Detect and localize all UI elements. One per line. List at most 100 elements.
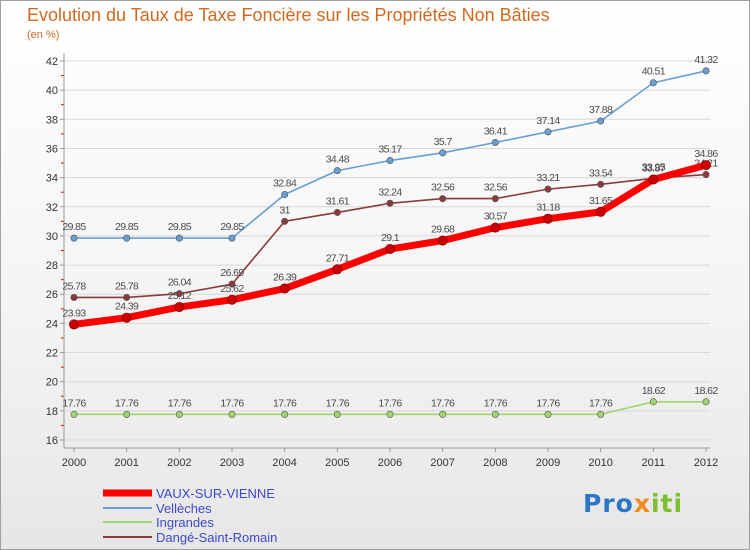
series-point-1 <box>123 234 131 242</box>
y-tick-label: 28 <box>46 260 58 272</box>
series-point-3 <box>702 171 710 179</box>
data-label-2: 17.76 <box>536 397 560 409</box>
data-label-0: 31.65 <box>589 195 613 207</box>
series-point-1 <box>597 117 605 125</box>
series-point-0 <box>648 174 659 185</box>
series-point-3 <box>333 208 341 216</box>
series-point-2 <box>228 410 236 418</box>
data-label-2: 17.76 <box>484 397 508 409</box>
series-point-2 <box>175 410 183 418</box>
data-label-3: 32.56 <box>431 182 455 194</box>
legend-entry-2: Ingrandes <box>156 515 214 530</box>
data-label-0: 31.18 <box>536 202 560 214</box>
data-label-3: 31.61 <box>326 195 350 207</box>
data-label-0: 33.87 <box>642 163 666 175</box>
x-tick-label: 2003 <box>220 457 244 469</box>
data-label-1: 35.17 <box>378 144 402 156</box>
series-point-1 <box>386 157 394 165</box>
data-label-3: 25.78 <box>115 280 139 292</box>
series-point-3 <box>439 195 447 203</box>
series-point-3 <box>70 293 78 301</box>
series-point-2 <box>702 398 710 406</box>
data-label-2: 17.76 <box>378 397 402 409</box>
data-label-2: 18.62 <box>694 385 718 397</box>
data-label-1: 35.7 <box>434 136 453 148</box>
x-tick-label: 2007 <box>430 457 454 469</box>
data-label-1: 29.85 <box>220 221 244 233</box>
series-point-0 <box>227 294 237 305</box>
data-label-3: 26.69 <box>220 267 244 279</box>
series-point-3 <box>175 290 183 298</box>
series-point-1 <box>544 128 552 136</box>
data-label-1: 36.41 <box>484 125 508 137</box>
data-label-1: 41.32 <box>694 54 718 66</box>
data-label-3: 25.78 <box>62 280 86 292</box>
data-label-0: 30.57 <box>484 211 508 223</box>
y-tick-label: 40 <box>46 85 58 97</box>
data-label-1: 34.48 <box>326 154 350 166</box>
series-point-3 <box>228 280 236 288</box>
x-tick-label: 2005 <box>325 457 349 469</box>
series-point-2 <box>597 410 605 418</box>
series-point-0 <box>543 213 553 224</box>
series-point-0 <box>595 206 606 217</box>
chart-title: Evolution du Taux de Taxe Foncière sur l… <box>27 5 550 25</box>
series-point-0 <box>174 302 185 313</box>
data-label-1: 29.85 <box>62 221 86 233</box>
series-point-1 <box>491 138 499 146</box>
data-label-0: 26.39 <box>273 272 297 284</box>
y-tick-label: 18 <box>46 406 58 418</box>
data-label-3: 33.95 <box>642 161 666 173</box>
logo-part-3: iti <box>650 489 684 518</box>
series-point-3 <box>544 185 552 193</box>
data-label-2: 17.76 <box>326 397 350 409</box>
y-tick-label: 22 <box>46 348 58 360</box>
data-label-3: 31 <box>279 204 290 216</box>
series-point-0 <box>437 235 448 246</box>
y-tick-label: 38 <box>46 114 58 126</box>
series-point-2 <box>333 410 341 418</box>
data-label-0: 24.39 <box>115 301 139 313</box>
series-point-3 <box>386 199 394 207</box>
series-point-2 <box>281 410 289 418</box>
series-point-3 <box>281 217 289 225</box>
tick-labels: 16 18 20 22 24 26 28 30 32 34 36 38 40 42 2000 2001 2002… <box>46 56 718 469</box>
y-tick-label: 36 <box>46 143 58 155</box>
x-tick-label: 2010 <box>588 457 612 469</box>
data-label-1: 29.85 <box>115 221 139 233</box>
data-label-3: 32.56 <box>484 182 508 194</box>
y-tick-label: 34 <box>46 173 58 185</box>
axes <box>60 53 710 452</box>
x-tick-label: 2012 <box>694 457 718 469</box>
data-label-2: 18.62 <box>642 385 666 397</box>
data-label-2: 17.76 <box>273 397 297 409</box>
y-tick-label: 42 <box>46 56 58 68</box>
series-point-0 <box>385 244 395 255</box>
chart-unit: (en %) <box>27 29 60 41</box>
legend-entry-3: Dangé-Saint-Romain <box>156 530 277 545</box>
data-label-3: 33.54 <box>589 167 613 179</box>
series-point-3 <box>597 180 605 188</box>
series-point-3 <box>123 293 131 301</box>
series-point-0 <box>121 312 132 323</box>
y-tick-label: 16 <box>46 435 58 447</box>
legend: VAUX-SUR-VIENNEVellèchesIngrandesDangé-S… <box>103 486 277 545</box>
proxiti-logo: Proxiti <box>583 489 683 518</box>
logo-part-1: Pro <box>583 489 634 518</box>
series-point-1 <box>175 234 183 242</box>
data-label-1: 37.14 <box>536 115 560 127</box>
data-label-2: 17.76 <box>115 397 139 409</box>
data-label-1: 37.88 <box>589 104 613 116</box>
series-point-2 <box>386 410 394 418</box>
data-label-0: 23.93 <box>62 307 86 319</box>
series-point-1 <box>70 234 78 242</box>
series-point-1 <box>281 191 289 199</box>
data-label-0: 25.62 <box>220 283 244 295</box>
series-point-0 <box>279 283 290 294</box>
series-point-1 <box>333 167 341 175</box>
x-tick-label: 2000 <box>62 457 86 469</box>
logo-part-2: x <box>633 489 651 518</box>
data-label-2: 17.76 <box>431 397 455 409</box>
data-label-3: 26.04 <box>168 277 192 289</box>
